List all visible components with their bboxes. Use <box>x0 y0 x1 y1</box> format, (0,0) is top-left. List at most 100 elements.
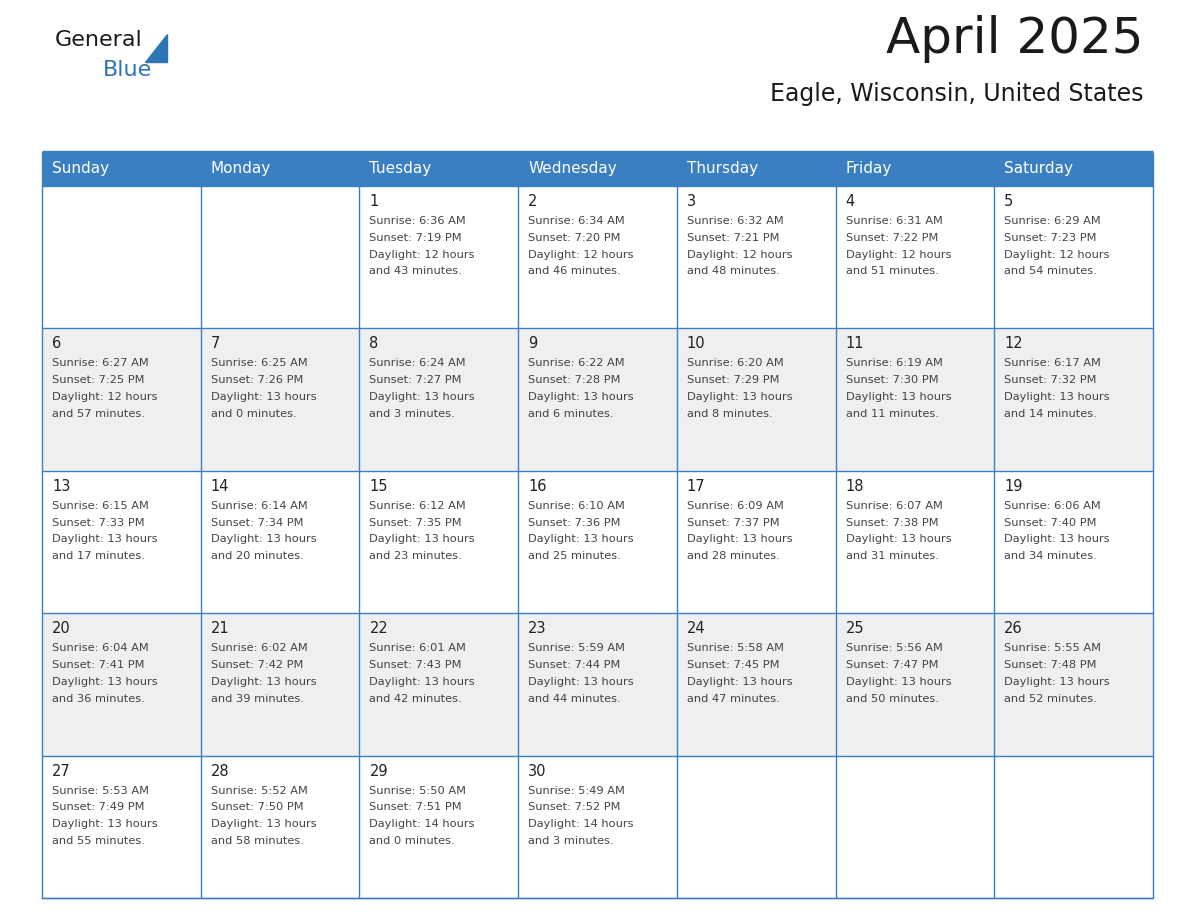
Text: Daylight: 12 hours: Daylight: 12 hours <box>1004 250 1110 260</box>
Text: and 14 minutes.: and 14 minutes. <box>1004 409 1097 419</box>
Text: Saturday: Saturday <box>1004 162 1073 176</box>
Bar <box>201 152 360 186</box>
Text: and 55 minutes.: and 55 minutes. <box>52 836 145 846</box>
Text: 3: 3 <box>687 194 696 209</box>
Text: Daylight: 13 hours: Daylight: 13 hours <box>210 392 316 402</box>
Text: Sunrise: 5:58 AM: Sunrise: 5:58 AM <box>687 644 784 654</box>
Text: and 57 minutes.: and 57 minutes. <box>52 409 145 419</box>
Text: Sunrise: 6:07 AM: Sunrise: 6:07 AM <box>846 501 942 510</box>
Text: Sunset: 7:33 PM: Sunset: 7:33 PM <box>52 518 145 528</box>
Text: and 48 minutes.: and 48 minutes. <box>687 266 779 276</box>
Bar <box>42 756 201 898</box>
Text: and 44 minutes.: and 44 minutes. <box>529 694 621 703</box>
Bar <box>518 152 677 186</box>
Text: Daylight: 14 hours: Daylight: 14 hours <box>369 819 475 829</box>
Text: Sunset: 7:41 PM: Sunset: 7:41 PM <box>52 660 145 670</box>
Bar <box>518 186 677 329</box>
Text: Daylight: 13 hours: Daylight: 13 hours <box>846 534 952 544</box>
Bar <box>201 613 360 756</box>
Text: Sunset: 7:38 PM: Sunset: 7:38 PM <box>846 518 939 528</box>
Text: Sunset: 7:36 PM: Sunset: 7:36 PM <box>529 518 620 528</box>
Text: Daylight: 13 hours: Daylight: 13 hours <box>52 534 158 544</box>
Text: Thursday: Thursday <box>687 162 758 176</box>
Bar <box>518 329 677 471</box>
Bar <box>360 471 518 613</box>
Text: Sunrise: 6:19 AM: Sunrise: 6:19 AM <box>846 358 942 368</box>
Text: Sunrise: 5:49 AM: Sunrise: 5:49 AM <box>529 786 625 796</box>
Bar <box>835 613 994 756</box>
Bar <box>994 329 1154 471</box>
Text: 22: 22 <box>369 621 388 636</box>
Text: Sunrise: 6:10 AM: Sunrise: 6:10 AM <box>529 501 625 510</box>
Text: 12: 12 <box>1004 336 1023 352</box>
Text: Sunrise: 6:01 AM: Sunrise: 6:01 AM <box>369 644 467 654</box>
Text: Sunset: 7:25 PM: Sunset: 7:25 PM <box>52 375 145 386</box>
Text: and 20 minutes.: and 20 minutes. <box>210 551 303 561</box>
Text: Daylight: 13 hours: Daylight: 13 hours <box>529 534 633 544</box>
Text: 7: 7 <box>210 336 220 352</box>
Text: Sunrise: 6:15 AM: Sunrise: 6:15 AM <box>52 501 148 510</box>
Text: Sunrise: 6:04 AM: Sunrise: 6:04 AM <box>52 644 148 654</box>
Text: Sunset: 7:20 PM: Sunset: 7:20 PM <box>529 233 620 242</box>
Text: Daylight: 13 hours: Daylight: 13 hours <box>687 677 792 687</box>
Text: 30: 30 <box>529 764 546 778</box>
Text: and 25 minutes.: and 25 minutes. <box>529 551 621 561</box>
Text: 17: 17 <box>687 479 706 494</box>
Text: Daylight: 13 hours: Daylight: 13 hours <box>687 534 792 544</box>
Text: Sunrise: 6:09 AM: Sunrise: 6:09 AM <box>687 501 784 510</box>
Text: General: General <box>55 30 143 50</box>
Text: Tuesday: Tuesday <box>369 162 431 176</box>
Text: Wednesday: Wednesday <box>529 162 617 176</box>
Text: Monday: Monday <box>210 162 271 176</box>
Text: Sunrise: 6:06 AM: Sunrise: 6:06 AM <box>1004 501 1101 510</box>
Bar <box>835 186 994 329</box>
Polygon shape <box>145 34 168 62</box>
Text: 16: 16 <box>529 479 546 494</box>
Text: and 28 minutes.: and 28 minutes. <box>687 551 779 561</box>
Bar <box>994 756 1154 898</box>
Text: Sunday: Sunday <box>52 162 109 176</box>
Text: Daylight: 12 hours: Daylight: 12 hours <box>687 250 792 260</box>
Text: and 34 minutes.: and 34 minutes. <box>1004 551 1097 561</box>
Bar <box>42 613 201 756</box>
Text: and 58 minutes.: and 58 minutes. <box>210 836 304 846</box>
Bar <box>201 186 360 329</box>
Text: 27: 27 <box>52 764 71 778</box>
Text: Daylight: 13 hours: Daylight: 13 hours <box>846 392 952 402</box>
Text: 1: 1 <box>369 194 379 209</box>
Text: 23: 23 <box>529 621 546 636</box>
Bar <box>518 756 677 898</box>
Text: Sunrise: 6:22 AM: Sunrise: 6:22 AM <box>529 358 625 368</box>
Text: Sunrise: 5:56 AM: Sunrise: 5:56 AM <box>846 644 942 654</box>
Text: Daylight: 13 hours: Daylight: 13 hours <box>369 534 475 544</box>
Text: Daylight: 13 hours: Daylight: 13 hours <box>210 677 316 687</box>
Text: and 17 minutes.: and 17 minutes. <box>52 551 145 561</box>
Bar <box>835 152 994 186</box>
Text: Daylight: 12 hours: Daylight: 12 hours <box>369 250 475 260</box>
Text: 15: 15 <box>369 479 388 494</box>
Text: Daylight: 13 hours: Daylight: 13 hours <box>210 534 316 544</box>
Text: Sunset: 7:34 PM: Sunset: 7:34 PM <box>210 518 303 528</box>
Text: Sunrise: 5:55 AM: Sunrise: 5:55 AM <box>1004 644 1101 654</box>
Text: Sunset: 7:42 PM: Sunset: 7:42 PM <box>210 660 303 670</box>
Text: Daylight: 13 hours: Daylight: 13 hours <box>1004 392 1110 402</box>
Text: Sunset: 7:37 PM: Sunset: 7:37 PM <box>687 518 779 528</box>
Text: Daylight: 13 hours: Daylight: 13 hours <box>529 392 633 402</box>
Text: and 0 minutes.: and 0 minutes. <box>369 836 455 846</box>
Text: Sunrise: 6:31 AM: Sunrise: 6:31 AM <box>846 216 942 226</box>
Bar <box>994 186 1154 329</box>
Bar <box>677 613 835 756</box>
Text: Sunset: 7:19 PM: Sunset: 7:19 PM <box>369 233 462 242</box>
Bar <box>677 756 835 898</box>
Bar <box>677 329 835 471</box>
Text: and 42 minutes.: and 42 minutes. <box>369 694 462 703</box>
Bar <box>835 756 994 898</box>
Text: and 6 minutes.: and 6 minutes. <box>529 409 614 419</box>
Text: Daylight: 13 hours: Daylight: 13 hours <box>369 677 475 687</box>
Bar <box>201 471 360 613</box>
Text: and 3 minutes.: and 3 minutes. <box>369 409 455 419</box>
Bar <box>360 613 518 756</box>
Bar <box>360 329 518 471</box>
Bar <box>42 152 201 186</box>
Text: 8: 8 <box>369 336 379 352</box>
